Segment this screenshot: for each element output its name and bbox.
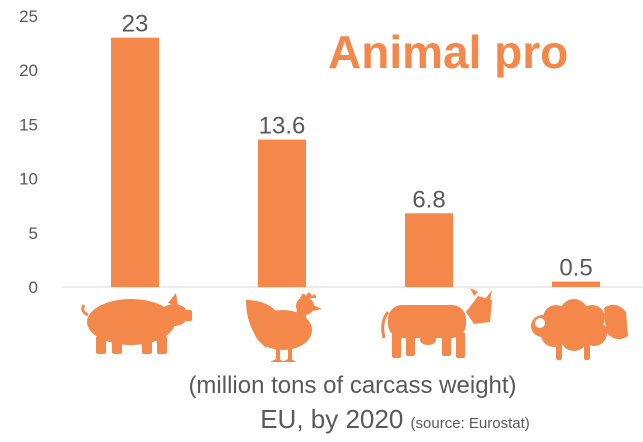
- unit-caption: (million tons of carcass weight): [188, 372, 517, 399]
- bar-cow: [405, 213, 453, 287]
- source-label: (source: Eurostat): [410, 415, 530, 432]
- data-labels: 23 13.6 6.8 0.5: [122, 11, 593, 282]
- data-label: 6.8: [412, 186, 445, 213]
- y-tick-label: 0: [29, 278, 38, 297]
- chicken-icon: [246, 292, 322, 362]
- chart-title: Animal pro: [328, 26, 568, 78]
- data-label: 23: [122, 11, 149, 38]
- source-caption: EU, by 2020 (source: Eurostat): [0, 404, 643, 435]
- data-label: 13.6: [259, 113, 306, 140]
- data-label: 0.5: [559, 255, 592, 282]
- y-tick-label: 15: [19, 115, 38, 134]
- bar-pig: [111, 37, 159, 288]
- region-year-label: EU, by 2020: [260, 404, 404, 434]
- y-tick-label: 25: [19, 7, 38, 26]
- y-tick-label: 10: [19, 170, 38, 189]
- bar-sheep: [552, 281, 600, 287]
- pig-icon: [81, 293, 192, 354]
- y-tick-label: 5: [29, 224, 38, 243]
- bar-chart: 0 5 10 15 20 25 23 13.6 6.8 0.5 Animal pro: [19, 7, 643, 362]
- y-axis: 0 5 10 15 20 25: [19, 7, 38, 297]
- y-tick-label: 20: [19, 61, 38, 80]
- bar-chicken: [258, 139, 306, 287]
- cow-icon: [381, 288, 492, 358]
- sheep-icon: [531, 299, 628, 360]
- bars: [111, 37, 600, 288]
